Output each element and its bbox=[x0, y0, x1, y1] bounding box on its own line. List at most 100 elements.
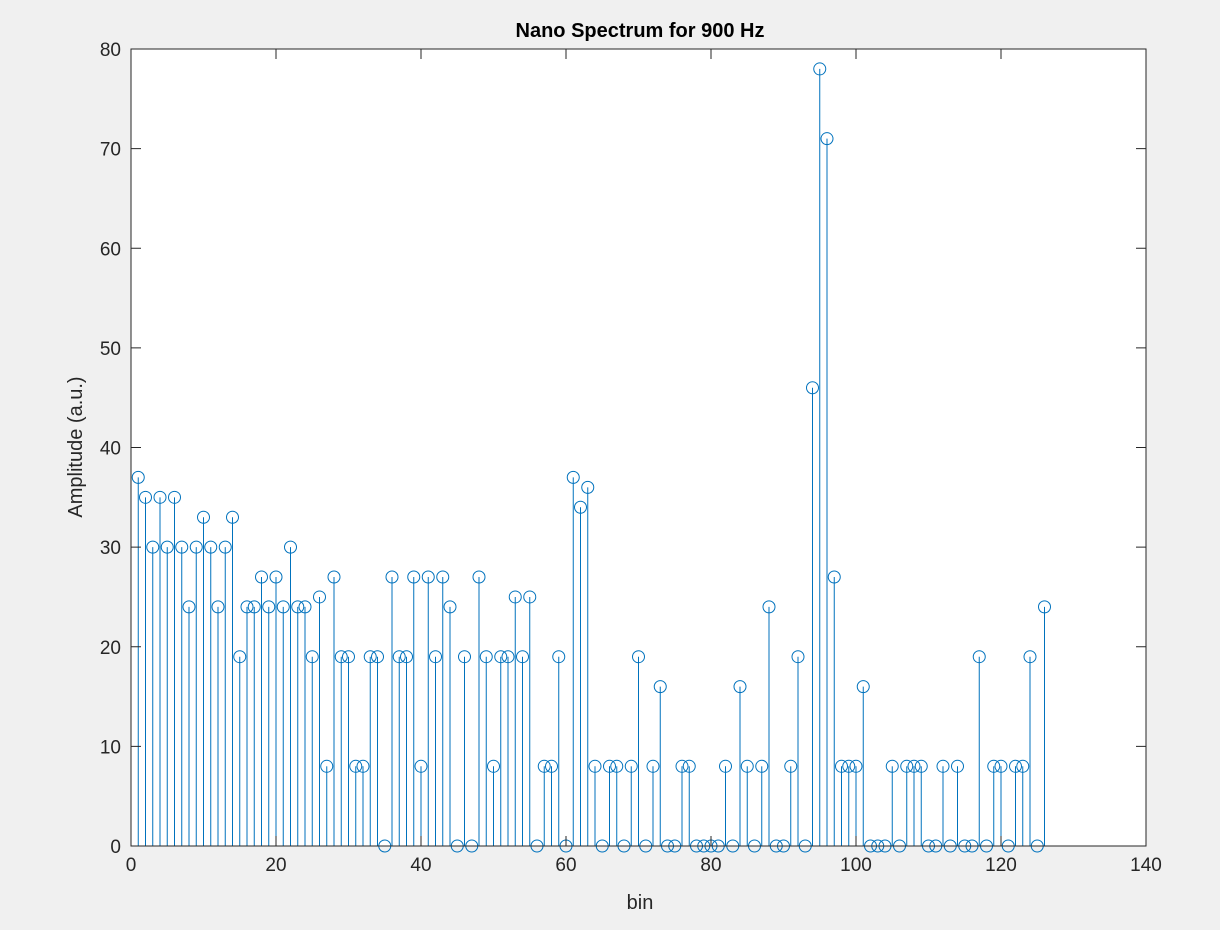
stem-marker bbox=[407, 570, 421, 584]
stem-marker bbox=[197, 510, 210, 524]
stem-marker bbox=[313, 590, 326, 604]
stem-marker bbox=[842, 759, 856, 773]
stem-marker bbox=[791, 650, 805, 664]
chart-title: Nano Spectrum for 900 Hz bbox=[516, 20, 765, 42]
stem-marker bbox=[349, 759, 363, 773]
x-tick-label: 120 bbox=[985, 855, 1017, 876]
stem-marker bbox=[305, 650, 319, 664]
stem-marker bbox=[827, 570, 841, 584]
stem-marker bbox=[835, 759, 848, 773]
stem-marker bbox=[552, 650, 566, 664]
y-tick-label: 30 bbox=[100, 538, 121, 559]
stem-marker bbox=[914, 759, 928, 773]
stem-marker bbox=[1016, 759, 1030, 773]
stem-marker bbox=[494, 650, 508, 664]
stem-marker bbox=[740, 759, 754, 773]
stem-marker bbox=[508, 590, 522, 604]
stem-marker bbox=[429, 650, 442, 664]
stem-marker bbox=[907, 759, 921, 773]
x-tick-label: 0 bbox=[126, 855, 137, 876]
stem-marker bbox=[276, 600, 290, 614]
x-tick-label: 80 bbox=[700, 855, 721, 876]
stem-marker bbox=[342, 650, 355, 664]
stem-marker bbox=[284, 540, 297, 554]
stem-marker bbox=[581, 480, 595, 494]
stem-marker bbox=[566, 470, 580, 484]
stem-marker bbox=[472, 570, 486, 584]
stem-marker bbox=[189, 540, 203, 554]
stem-marker bbox=[813, 62, 827, 76]
stem-marker bbox=[523, 590, 537, 604]
stem-marker bbox=[255, 570, 268, 584]
y-tick-label: 0 bbox=[110, 837, 121, 858]
stem-marker bbox=[501, 650, 515, 664]
stem-marker bbox=[900, 759, 914, 773]
stem-marker bbox=[356, 759, 370, 773]
stem-marker bbox=[624, 759, 638, 773]
y-tick-label: 20 bbox=[100, 638, 121, 659]
stem-marker bbox=[646, 759, 660, 773]
y-axis-label: Amplitude (a.u.) bbox=[65, 376, 87, 517]
stem-marker bbox=[1023, 650, 1037, 664]
axis-ticks: 0 20 40 60 80 100 120 140 0 10 20 30 40 50 60 70 80 bbox=[100, 40, 1162, 876]
stem-marker bbox=[487, 759, 500, 773]
stem-marker bbox=[588, 759, 602, 773]
x-axis-label: bin bbox=[627, 892, 654, 914]
stem-marker bbox=[247, 600, 261, 614]
x-tick-label: 40 bbox=[410, 855, 431, 876]
stem-marker bbox=[458, 650, 471, 664]
stem-series bbox=[131, 62, 1051, 853]
stem-marker bbox=[298, 600, 312, 614]
stem-marker bbox=[675, 759, 689, 773]
stem-marker bbox=[146, 540, 160, 554]
stem-marker bbox=[204, 540, 218, 554]
stem-marker bbox=[603, 759, 616, 773]
stem-marker bbox=[218, 540, 232, 554]
stem-marker bbox=[632, 650, 645, 664]
stem-marker bbox=[421, 570, 435, 584]
stem-marker bbox=[784, 759, 798, 773]
stem-marker bbox=[385, 570, 399, 584]
stem-marker bbox=[168, 490, 181, 504]
stem-marker bbox=[320, 759, 334, 773]
stem-marker bbox=[400, 650, 413, 664]
stem-marker bbox=[240, 600, 254, 614]
stem-marker bbox=[131, 470, 145, 484]
stem-marker bbox=[951, 759, 964, 773]
stem-marker bbox=[545, 759, 558, 773]
y-tick-label: 60 bbox=[100, 239, 121, 260]
stem-marker bbox=[443, 600, 457, 614]
stem-marker bbox=[233, 650, 247, 664]
stem-marker bbox=[436, 570, 450, 584]
stem-marker bbox=[755, 759, 769, 773]
stem-marker bbox=[153, 490, 167, 504]
y-tick-label: 50 bbox=[100, 339, 121, 360]
stem-marker bbox=[1009, 759, 1022, 773]
stem-marker bbox=[160, 540, 174, 554]
stem-marker bbox=[537, 759, 551, 773]
stem-marker bbox=[182, 600, 196, 614]
stem-marker bbox=[211, 600, 225, 614]
stem-marker bbox=[327, 570, 341, 584]
stem-marker bbox=[226, 510, 239, 524]
stem-marker bbox=[371, 650, 384, 664]
stem-marker bbox=[936, 759, 950, 773]
y-tick-label: 70 bbox=[100, 140, 121, 161]
stem-marker bbox=[479, 650, 493, 664]
y-tick-label: 10 bbox=[100, 737, 121, 758]
x-tick-label: 60 bbox=[555, 855, 576, 876]
stem-marker bbox=[719, 759, 732, 773]
stem-marker bbox=[392, 650, 406, 664]
x-tick-label: 140 bbox=[1130, 855, 1162, 876]
stem-marker bbox=[806, 381, 819, 395]
stem-marker bbox=[987, 759, 1001, 773]
stem-marker bbox=[334, 650, 348, 664]
stem-marker bbox=[856, 680, 870, 694]
stem-marker bbox=[610, 759, 624, 773]
y-tick-label: 80 bbox=[100, 40, 121, 61]
stem-marker bbox=[682, 759, 696, 773]
stem-marker bbox=[733, 680, 747, 694]
stem-marker bbox=[762, 600, 776, 614]
x-tick-label: 100 bbox=[840, 855, 872, 876]
